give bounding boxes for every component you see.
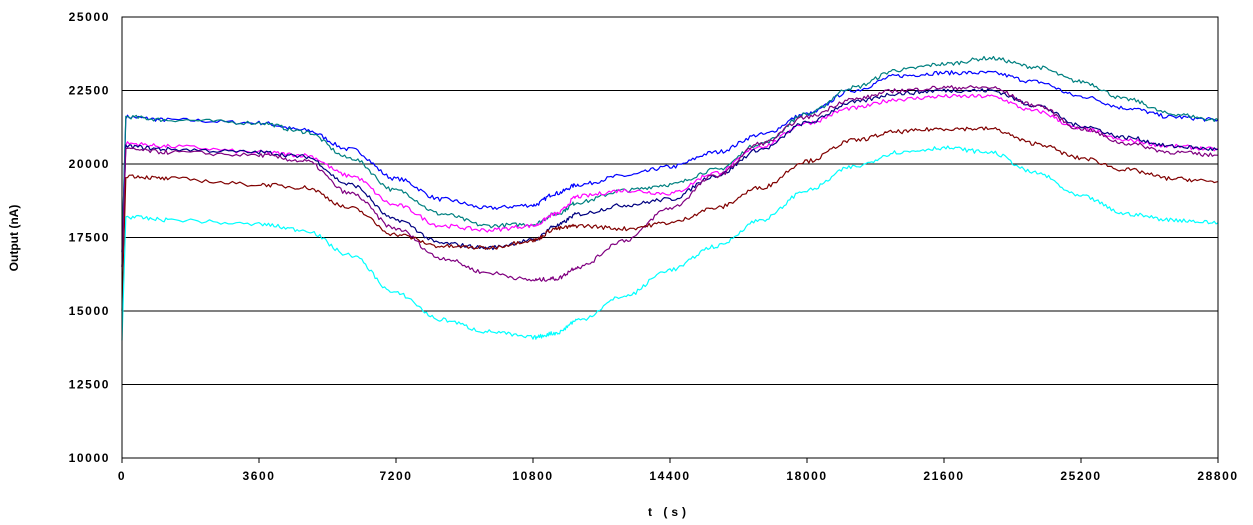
y-tick-label: 10000 bbox=[69, 451, 110, 465]
y-axis-ticks: 10000 12500 15000 17500 20000 22500 25000 bbox=[69, 10, 110, 465]
series-line-3 bbox=[121, 93, 1219, 267]
series-line-5 bbox=[121, 85, 1218, 282]
x-tick-label: 28800 bbox=[1197, 469, 1238, 483]
series-line-7 bbox=[121, 145, 1219, 341]
x-tick-label: 3600 bbox=[242, 469, 275, 483]
x-axis-title: t (s) bbox=[648, 505, 690, 519]
gridlines bbox=[122, 16, 1218, 459]
series-line-2 bbox=[121, 55, 1219, 253]
x-tick-label: 25200 bbox=[1060, 469, 1101, 483]
y-tick-label: 22500 bbox=[69, 84, 110, 98]
y-tick-label: 25000 bbox=[69, 10, 110, 24]
x-tick-label: 0 bbox=[118, 469, 126, 483]
series-line-4 bbox=[121, 88, 1219, 267]
x-tick-label: 21600 bbox=[923, 469, 964, 483]
x-tick-label: 14400 bbox=[649, 469, 690, 483]
y-tick-label: 20000 bbox=[69, 157, 110, 171]
x-tick-label: 18000 bbox=[786, 469, 827, 483]
y-tick-label: 17500 bbox=[69, 231, 110, 245]
x-tick-label: 10800 bbox=[512, 469, 553, 483]
x-tick-label: 7200 bbox=[379, 469, 412, 483]
y-tick-label: 12500 bbox=[69, 378, 110, 392]
series-line-6 bbox=[121, 126, 1219, 312]
series-line-1 bbox=[121, 70, 1219, 253]
y-axis-title: Output (nA) bbox=[7, 205, 21, 272]
y-tick-label: 15000 bbox=[69, 304, 110, 318]
x-axis-ticks: 0 3600 7200 10800 14400 18000 21600 25200 28800 bbox=[118, 458, 1238, 483]
series-lines bbox=[121, 55, 1219, 341]
